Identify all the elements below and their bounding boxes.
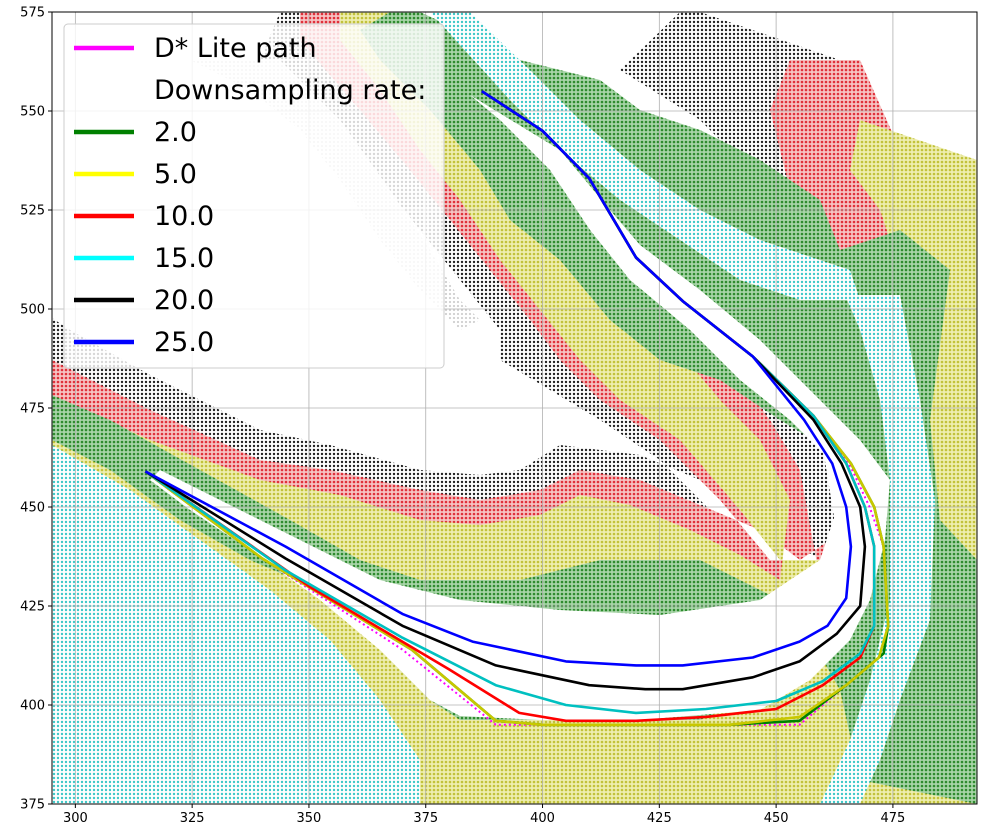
legend-label-4: 10.0 — [154, 201, 214, 232]
band-cyan — [52, 445, 420, 804]
band-cyan-upper — [430, 12, 860, 300]
legend-box — [63, 23, 445, 369]
legend-label-2: 2.0 — [154, 117, 197, 148]
x-tick-label-5: 425 — [647, 811, 672, 826]
x-tick-label-4: 400 — [530, 811, 555, 826]
y-tick-label-8: 575 — [20, 6, 45, 21]
legend-label-7: 25.0 — [154, 327, 214, 358]
x-tick-label-6: 450 — [764, 811, 789, 826]
legend: D* Lite path Downsampling rate: 2.0 5.0 10.0… — [63, 23, 445, 369]
legend-label-5: 15.0 — [154, 243, 214, 274]
series-layer — [144, 90, 890, 727]
y-tick-label-7: 550 — [20, 105, 45, 120]
series-line-25-0 — [144, 90, 853, 667]
y-tick-label-0: 375 — [20, 798, 45, 813]
x-tick-label-7: 475 — [880, 811, 905, 826]
x-tick-label-1: 325 — [180, 811, 205, 826]
y-tick-label-2: 425 — [20, 600, 45, 615]
x-tick-label-3: 375 — [413, 811, 438, 826]
y-tick-label-3: 450 — [20, 501, 45, 516]
x-tick-label-2: 350 — [297, 811, 322, 826]
y-tick-label-6: 525 — [20, 204, 45, 219]
y-tick-label-5: 500 — [20, 303, 45, 318]
legend-label-0: D* Lite path — [154, 33, 317, 64]
legend-label-3: 5.0 — [154, 159, 197, 190]
legend-label-6: 20.0 — [154, 285, 214, 316]
band-cyan-right — [820, 295, 935, 804]
y-tick-label-4: 475 — [20, 402, 45, 417]
y-tick-label-1: 400 — [20, 699, 45, 714]
x-tick-label-0: 300 — [63, 811, 88, 826]
ticks: 300 325 350 375 400 425 450 475 375 400 425 450 475 5… — [20, 6, 905, 827]
corridor-inner — [150, 95, 890, 720]
legend-label-1: Downsampling rate: — [154, 75, 426, 106]
